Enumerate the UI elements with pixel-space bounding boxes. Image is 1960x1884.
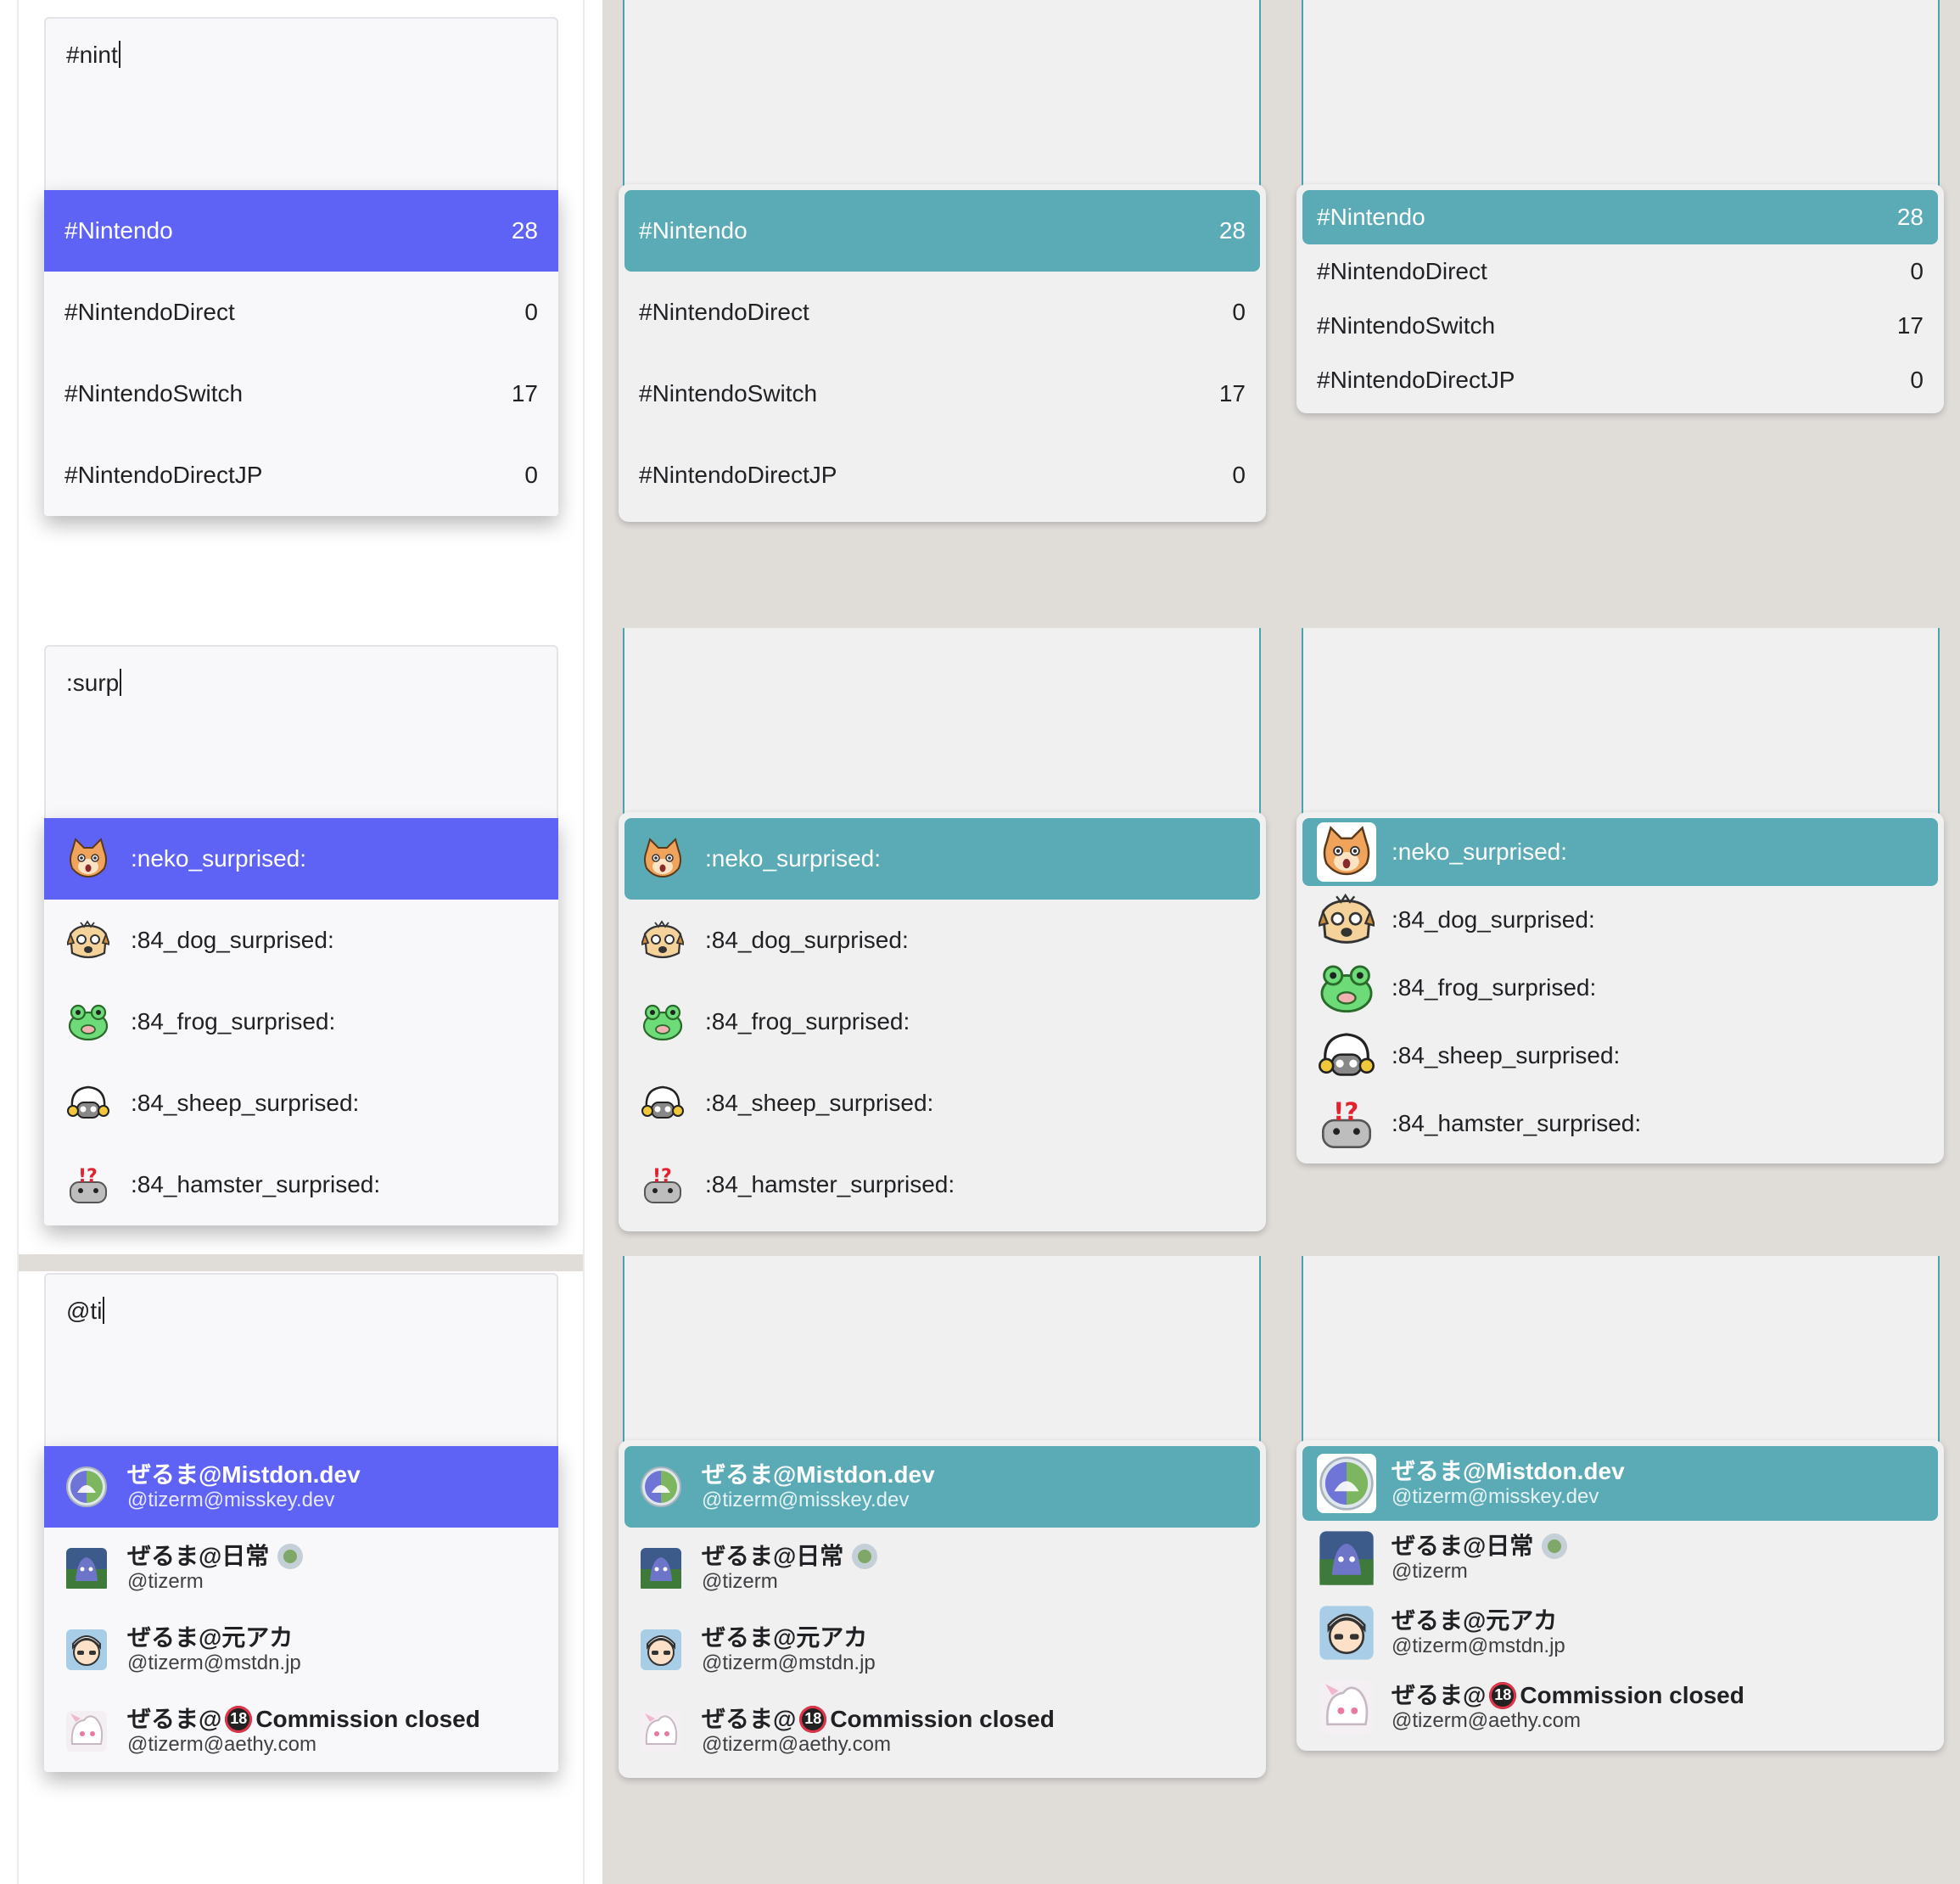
hashtag-suggestion-item[interactable]: #Nintendo 28 — [1302, 190, 1938, 244]
avatar — [639, 1546, 683, 1590]
account-suggestion-item[interactable]: ぜるま@元アカ @tizerm@mstdn.jp — [624, 1609, 1260, 1691]
divider — [583, 0, 585, 1884]
avatar — [1317, 1454, 1376, 1513]
text-caret — [120, 669, 122, 696]
hashtag-suggestion-item[interactable]: #NintendoDirectJP 0 — [64, 462, 538, 488]
compose-textarea[interactable]: #nint — [44, 17, 558, 190]
emoji-suggestion-item[interactable]: :84_dog_surprised: — [624, 900, 1260, 981]
sheep-face-icon — [64, 1079, 112, 1127]
dog-face-icon — [64, 917, 112, 964]
account-suggestion-item[interactable]: ぜるま@Mistdon.dev @tizerm@misskey.dev — [44, 1446, 558, 1528]
divider — [19, 1254, 583, 1271]
emoji-suggestions: :neko_surprised: :84_dog_surprised: :84_… — [619, 812, 1266, 1231]
compose-text: :surp — [66, 670, 120, 696]
compose-textarea[interactable]: :surp — [44, 645, 558, 818]
account-suggestion-item[interactable]: ぜるま@日常 @tizerm — [1302, 1521, 1938, 1595]
emoji-suggestion-item[interactable]: :84_hamster_surprised: — [44, 1144, 558, 1225]
account-suggestion-item[interactable]: ぜるま@Mistdon.dev @tizerm@misskey.dev — [1302, 1446, 1938, 1521]
emoji-suggestion-item[interactable]: :84_frog_surprised: — [1302, 954, 1938, 1022]
emoji-suggestion-item[interactable]: :84_hamster_surprised: — [624, 1144, 1260, 1225]
emoji-suggestions: :neko_surprised: :84_dog_surprised: :84_… — [44, 818, 558, 1225]
avatar — [64, 1546, 109, 1590]
hamster-face-icon — [64, 1161, 112, 1208]
compose-textarea[interactable] — [1302, 0, 1940, 188]
account-suggestion-item[interactable]: ぜるま@元アカ @tizerm@mstdn.jp — [44, 1609, 558, 1691]
emoji-suggestion-item[interactable]: :neko_surprised: — [624, 818, 1260, 900]
cat-face-icon — [64, 835, 112, 883]
hashtag-suggestion-item[interactable]: #NintendoSwitch 17 — [1317, 312, 1924, 339]
compose-text: @ti — [66, 1298, 103, 1324]
account-suggestion-item[interactable]: ぜるま@ 18 Commission closed @tizerm@aethy.com — [1302, 1670, 1938, 1745]
text-caret — [103, 1297, 105, 1324]
avatar — [64, 1709, 109, 1753]
emoji-suggestion-item[interactable]: :neko_surprised: — [1302, 818, 1938, 886]
avatar — [639, 1628, 683, 1672]
account-suggestions: ぜるま@Mistdon.dev @tizerm@misskey.dev ぜるま@日… — [44, 1446, 558, 1772]
emoji-suggestion-item[interactable]: :84_dog_surprised: — [44, 900, 558, 981]
hamster-face-icon — [1317, 1094, 1376, 1153]
avatar — [1317, 1528, 1376, 1588]
hashtag-suggestion-item[interactable]: #Nintendo 28 — [44, 190, 558, 272]
sheep-face-icon — [639, 1079, 686, 1127]
emoji-suggestions: :neko_surprised: :84_dog_surprised: :84_… — [1296, 812, 1944, 1163]
compose-textarea[interactable] — [623, 628, 1261, 816]
account-suggestion-item[interactable]: ぜるま@日常 @tizerm — [44, 1528, 558, 1609]
compose-textarea[interactable] — [1302, 628, 1940, 816]
hashtag-suggestion-item[interactable]: #Nintendo 28 — [624, 190, 1260, 272]
divider — [17, 0, 19, 1884]
dog-face-icon — [639, 917, 686, 964]
instance-badge-icon — [1542, 1533, 1568, 1559]
avatar — [1317, 1678, 1376, 1737]
cat-face-icon — [1317, 822, 1376, 882]
account-suggestion-item[interactable]: ぜるま@元アカ @tizerm@mstdn.jp — [1302, 1595, 1938, 1670]
text-caret — [118, 41, 120, 68]
avatar — [64, 1628, 109, 1672]
hashtag-suggestion-item[interactable]: #NintendoDirectJP 0 — [1317, 367, 1924, 393]
compose-textarea[interactable]: @ti — [44, 1273, 558, 1446]
avatar — [64, 1465, 109, 1509]
r18-icon: 18 — [225, 1705, 253, 1733]
avatar — [639, 1465, 683, 1509]
cat-face-icon — [639, 835, 686, 883]
compose-textarea[interactable] — [623, 0, 1261, 188]
hashtag-suggestion-item[interactable]: #NintendoDirect 0 — [64, 299, 538, 325]
avatar — [639, 1709, 683, 1753]
hashtag-suggestion-item[interactable]: #NintendoDirect 0 — [639, 299, 1246, 325]
emoji-suggestion-item[interactable]: :neko_surprised: — [44, 818, 558, 900]
hashtag-suggestions: #Nintendo 28 #NintendoDirect 0 #NintendoSw… — [44, 190, 558, 516]
instance-badge-icon — [277, 1543, 304, 1569]
account-suggestion-item[interactable]: ぜるま@日常 @tizerm — [624, 1528, 1260, 1609]
emoji-suggestion-item[interactable]: :84_dog_surprised: — [1302, 886, 1938, 954]
emoji-suggestion-item[interactable]: :84_sheep_surprised: — [1302, 1022, 1938, 1090]
emoji-suggestion-item[interactable]: :84_sheep_surprised: — [44, 1063, 558, 1144]
hashtag-suggestions: #Nintendo 28 #NintendoDirect 0 #NintendoSw… — [1296, 184, 1944, 413]
account-suggestion-item[interactable]: ぜるま@Mistdon.dev @tizerm@misskey.dev — [624, 1446, 1260, 1528]
account-suggestions: ぜるま@Mistdon.dev @tizerm@misskey.dev ぜるま@日… — [1296, 1440, 1944, 1751]
account-suggestion-item[interactable]: ぜるま@ 18 Commission closed @tizerm@aethy.com — [44, 1691, 558, 1772]
hashtag-suggestion-item[interactable]: #NintendoDirect 0 — [1317, 258, 1924, 284]
avatar — [1317, 1603, 1376, 1663]
emoji-suggestion-item[interactable]: :84_sheep_surprised: — [624, 1063, 1260, 1144]
hashtag-suggestion-item[interactable]: #NintendoSwitch 17 — [639, 380, 1246, 407]
compose-textarea[interactable] — [1302, 1256, 1940, 1444]
hashtag-suggestion-item[interactable]: #NintendoSwitch 17 — [64, 380, 538, 407]
hashtag-suggestions: #Nintendo 28 #NintendoDirect 0 #NintendoSw… — [619, 184, 1266, 522]
hashtag-suggestion-item[interactable]: #NintendoDirectJP 0 — [639, 462, 1246, 488]
compose-textarea[interactable] — [623, 1256, 1261, 1444]
emoji-suggestion-item[interactable]: :84_frog_surprised: — [44, 981, 558, 1063]
frog-face-icon — [1317, 958, 1376, 1018]
hamster-face-icon — [639, 1161, 686, 1208]
dog-face-icon — [1317, 890, 1376, 950]
emoji-suggestion-item[interactable]: :84_frog_surprised: — [624, 981, 1260, 1063]
r18-icon: 18 — [799, 1705, 827, 1733]
instance-badge-icon — [852, 1543, 878, 1569]
account-suggestion-item[interactable]: ぜるま@ 18 Commission closed @tizerm@aethy.com — [624, 1691, 1260, 1772]
sheep-face-icon — [1317, 1026, 1376, 1085]
emoji-suggestion-item[interactable]: :84_hamster_surprised: — [1302, 1090, 1938, 1158]
frog-face-icon — [639, 998, 686, 1046]
r18-icon: 18 — [1489, 1681, 1517, 1709]
account-suggestions: ぜるま@Mistdon.dev @tizerm@misskey.dev ぜるま@日… — [619, 1440, 1266, 1778]
compose-text: #nint — [66, 42, 118, 68]
frog-face-icon — [64, 998, 112, 1046]
